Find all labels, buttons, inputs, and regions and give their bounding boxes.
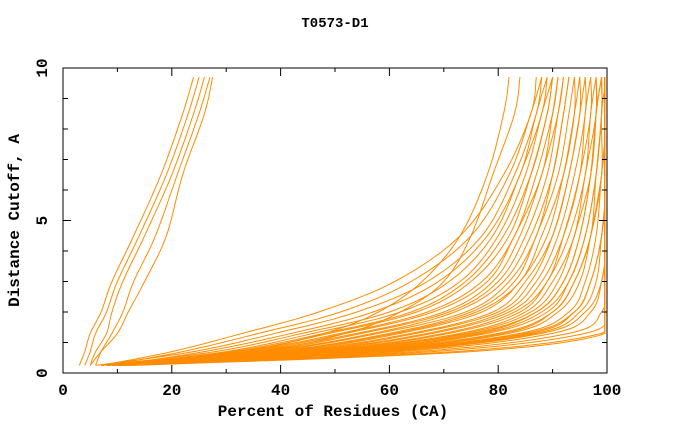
model-curve [106,77,559,366]
model-curve [95,76,211,366]
model-curve [111,76,548,366]
x-tick-label: 20 [162,382,181,400]
model-curve [84,76,200,366]
model-curve [101,77,564,366]
model-curve [128,77,606,366]
x-tick-label: 60 [380,382,399,400]
model-curve [106,77,575,366]
y-tick-label: 5 [34,216,52,226]
model-curve [122,77,576,366]
model-curve [89,76,205,366]
x-axis-label: Percent of Residues (CA) [218,403,448,421]
model-curve [117,77,603,366]
model-curve [117,77,592,366]
model-curve [128,77,606,366]
curves-layer [78,76,606,366]
model-curve [128,77,606,366]
x-tick-label: 0 [58,382,68,400]
model-curve [111,77,559,366]
model-curve [95,77,543,366]
model-curve [117,77,510,366]
model-curve [117,77,564,366]
x-tick-label: 100 [593,382,622,400]
model-curve [122,77,603,366]
x-tick-label: 80 [489,382,508,400]
x-tick-label: 40 [271,382,290,400]
axes-layer: 0 20 40 60 80 100 0 5 10 [34,58,621,400]
chart-title: T0573-D1 [301,16,368,32]
y-tick-label: 0 [34,368,52,378]
model-curve [89,77,214,366]
y-tick-label: 10 [34,58,52,77]
model-curve [122,77,587,366]
model-curve [111,77,592,366]
model-curve [106,76,554,366]
model-curve [101,77,537,366]
model-curve [78,76,195,366]
y-axis-label: Distance Cutoff, A [6,134,24,307]
plot-border [62,67,608,374]
model-curve [117,77,582,366]
model-curve [111,77,570,366]
model-curve [106,76,543,366]
model-curve [101,77,548,366]
model-curve [101,77,554,366]
model-curve [111,77,554,366]
model-curve [122,77,606,366]
